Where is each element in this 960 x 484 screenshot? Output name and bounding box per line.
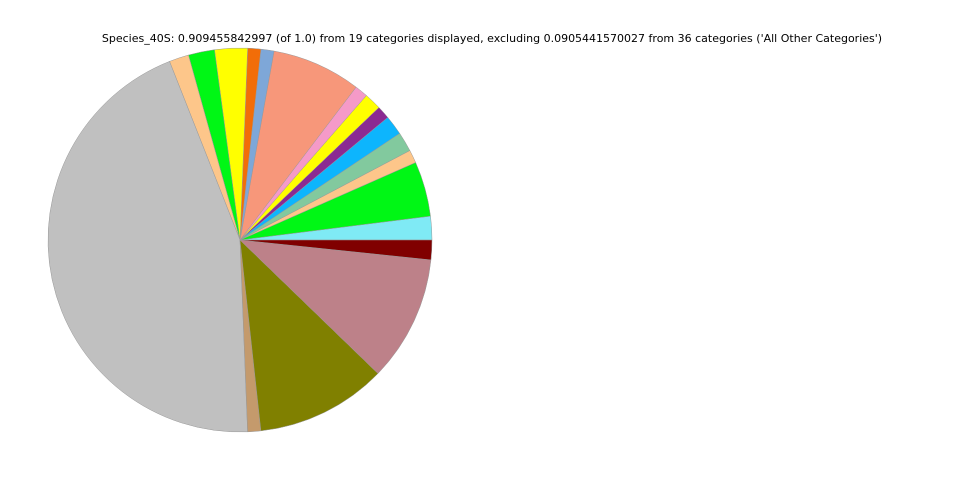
- pie-slice: [47, 61, 248, 433]
- pie-slice: [239, 239, 433, 261]
- pie-slice: [239, 239, 379, 432]
- chart-title: Species_40S: 0.909455842997 (of 1.0) fro…: [102, 32, 882, 45]
- pie-slice: [239, 239, 432, 374]
